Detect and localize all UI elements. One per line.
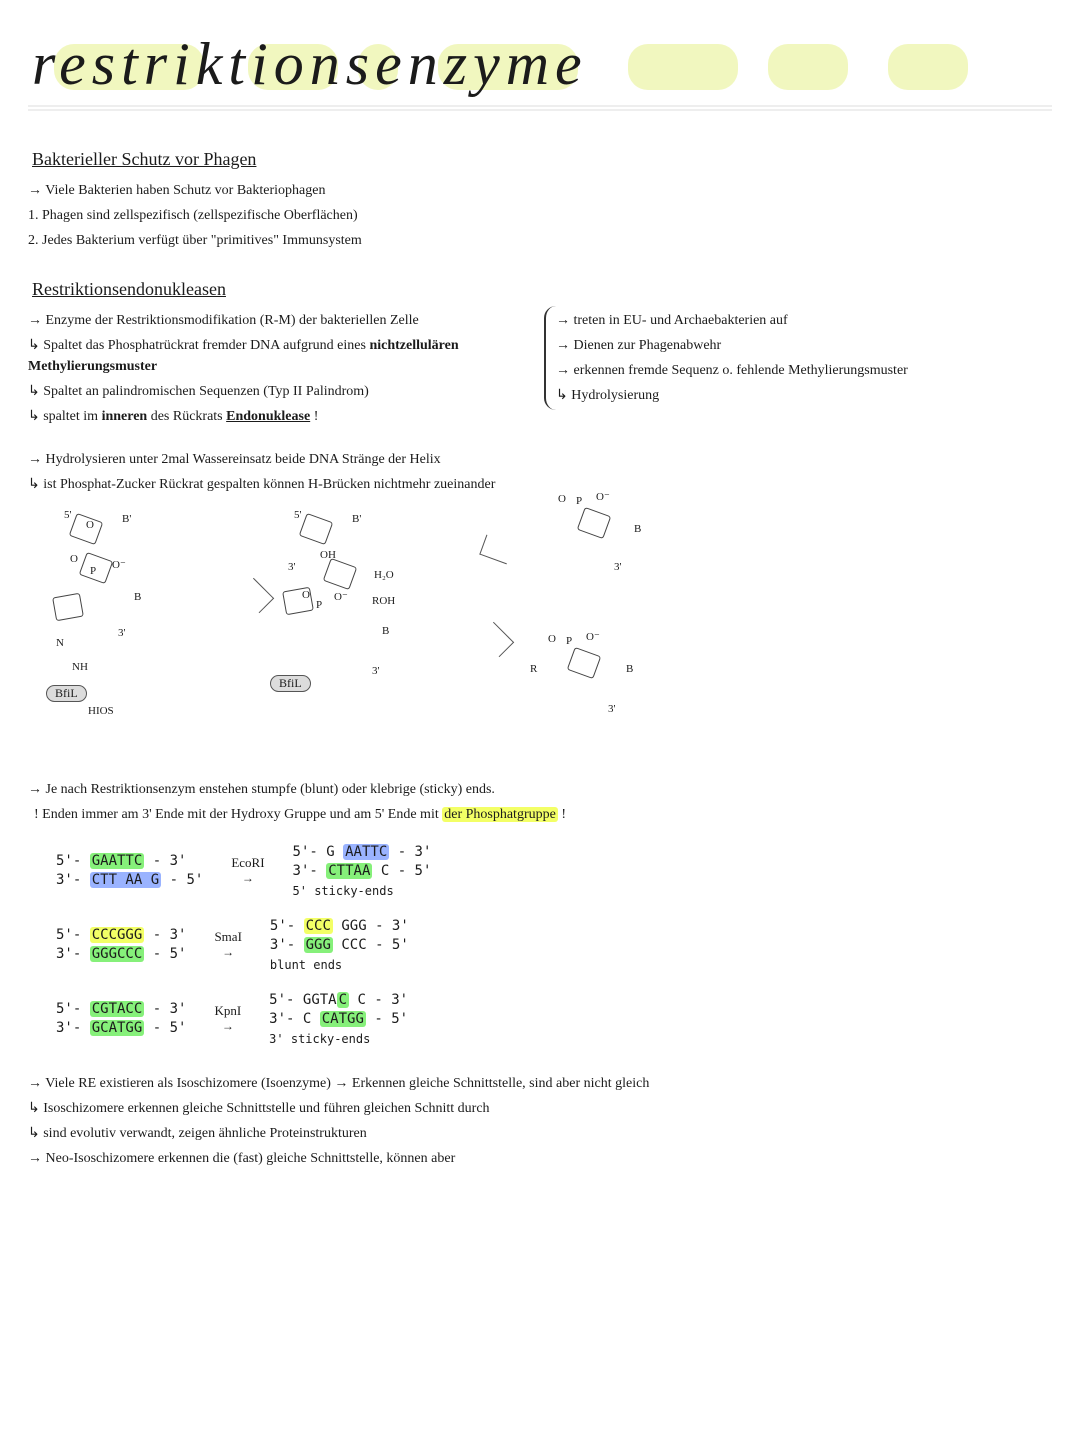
- arrow-icon: [239, 578, 274, 613]
- molecule: 5' B' O O P O⁻ B 3' N NH BfiL HIOS: [72, 517, 110, 622]
- arrow-icon: [479, 622, 514, 657]
- note-line: Isoschizomere erkennen gleiche Schnittst…: [28, 1098, 1052, 1119]
- seq-before: 5'- CCCGGG - 3'3'- GGGCCC - 5': [56, 926, 186, 964]
- col-left: Enzyme der Restriktionsmodifikation (R-M…: [28, 306, 524, 431]
- arrow-icon: [479, 535, 513, 565]
- note-line: ist Phosphat-Zucker Rückrat gespalten kö…: [28, 474, 1052, 495]
- molecule: 5' B' OH 3' H₂O O P O⁻ ROH B 3' BfiL: [302, 517, 354, 616]
- note-list: Hydrolysieren unter 2mal Wassereinsatz b…: [28, 449, 1052, 495]
- note-line: Spaltet das Phosphatrückrat fremder DNA …: [28, 335, 524, 377]
- note-list: treten in EU- und Archaebakterien auf Die…: [556, 310, 1052, 406]
- note-line: erkennen fremde Sequenz o. fehlende Meth…: [556, 360, 1052, 381]
- seq-before: 5'- CGTACC - 3'3'- GCATGG - 5': [56, 1000, 186, 1038]
- two-column: Enzyme der Restriktionsmodifikation (R-M…: [28, 306, 1052, 431]
- note-list: Viele Bakterien haben Schutz vor Bakteri…: [28, 180, 1052, 251]
- note-line: ! Enden immer am 3' Ende mit der Hydroxy…: [34, 804, 1052, 825]
- seq-before: 5'- GAATTC - 3'3'- CTT AA G - 5': [56, 852, 203, 890]
- rule: [28, 109, 1052, 111]
- note-line: Je nach Restriktionsenzym enstehen stump…: [28, 779, 1052, 800]
- note-line: 1. Phagen sind zellspezifisch (zellspezi…: [28, 205, 1052, 226]
- note-list: Je nach Restriktionsenzym enstehen stump…: [28, 779, 1052, 825]
- seq-after: 5'- CCC GGG - 3'3'- GGG CCC - 5'blunt en…: [270, 917, 409, 973]
- note-line: Hydrolysierung: [556, 385, 1052, 406]
- section-heading: Restriktionsendonukleasen: [28, 279, 230, 300]
- tag: BfiL: [46, 685, 87, 702]
- cut-row: 5'- GAATTC - 3'3'- CTT AA G - 5' EcoRI 5'-…: [56, 843, 1052, 899]
- note-line: treten in EU- und Archaebakterien auf: [556, 310, 1052, 331]
- note-line: Enzyme der Restriktionsmodifikation (R-M…: [28, 310, 524, 331]
- note-line: Viele RE existieren als Isoschizomere (I…: [28, 1073, 1052, 1094]
- note-line: spaltet im inneren des Rückrats Endonukl…: [28, 406, 524, 427]
- cut-row: 5'- CGTACC - 3'3'- GCATGG - 5' KpnI 5'- GG…: [56, 991, 1052, 1047]
- note-line: 2. Jedes Bakterium verfügt über "primiti…: [28, 230, 1052, 251]
- note-line: Hydrolysieren unter 2mal Wassereinsatz b…: [28, 449, 1052, 470]
- note-line: Dienen zur Phagenabwehr: [556, 335, 1052, 356]
- title-text: restriktionsenzyme: [32, 31, 588, 97]
- enzyme-label: SmaI: [214, 929, 241, 960]
- cut-row: 5'- CCCGGG - 3'3'- GGGCCC - 5' SmaI 5'- CC…: [56, 917, 1052, 973]
- col-right: treten in EU- und Archaebakterien auf Die…: [544, 306, 1052, 410]
- enzyme-label: EcoRI: [231, 855, 264, 886]
- note-line: Neo-Isoschizomere erkennen die (fast) gl…: [28, 1148, 1052, 1169]
- molecule: O P O⁻ R B 3': [542, 639, 598, 678]
- note-line: sind evolutiv verwandt, zeigen ähnliche …: [28, 1123, 1052, 1144]
- chem-diagram: 5' B' O O P O⁻ B 3' N NH BfiL HIOS 5' B': [52, 509, 772, 769]
- seq-after: 5'- G AATTC - 3'3'- CTTAA C - 5'5' stick…: [293, 843, 432, 899]
- title: restriktionsenzyme: [28, 30, 1052, 99]
- seq-after: 5'- GGTAC C - 3'3'- C CATGG - 5'3' stick…: [269, 991, 408, 1047]
- page: restriktionsenzyme Bakterieller Schutz v…: [0, 0, 1080, 1440]
- note-list: Enzyme der Restriktionsmodifikation (R-M…: [28, 310, 524, 427]
- enzyme-label: KpnI: [214, 1003, 241, 1034]
- note-line: Spaltet an palindromischen Sequenzen (Ty…: [28, 381, 524, 402]
- molecule: O P O⁻ B 3': [552, 499, 608, 538]
- cuts-table: 5'- GAATTC - 3'3'- CTT AA G - 5'EcoRI5'-…: [56, 843, 1052, 1047]
- tag: BfiL: [270, 675, 311, 692]
- note-list: Viele RE existieren als Isoschizomere (I…: [28, 1073, 1052, 1169]
- note-line: Viele Bakterien haben Schutz vor Bakteri…: [28, 180, 1052, 201]
- rule: [28, 105, 1052, 107]
- section-heading: Bakterieller Schutz vor Phagen: [28, 149, 260, 170]
